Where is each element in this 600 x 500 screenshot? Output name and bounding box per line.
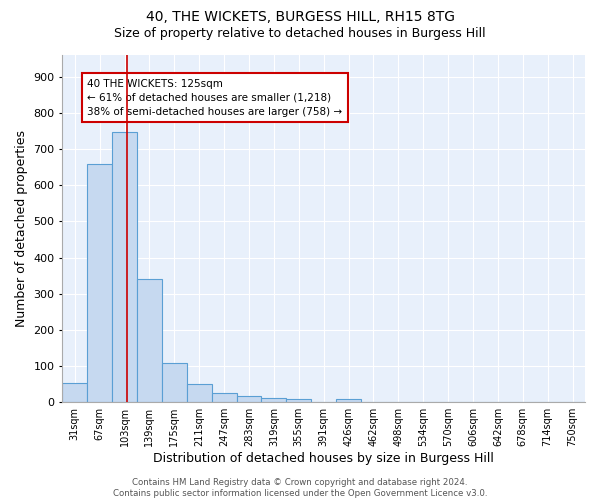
Bar	[87, 164, 112, 402]
Y-axis label: Number of detached properties: Number of detached properties	[15, 130, 28, 327]
X-axis label: Distribution of detached houses by size in Burgess Hill: Distribution of detached houses by size …	[153, 452, 494, 465]
Bar	[236, 396, 262, 402]
Bar	[162, 363, 187, 402]
Bar	[212, 393, 236, 402]
Bar	[137, 279, 162, 402]
Bar	[262, 398, 286, 402]
Bar	[286, 400, 311, 402]
Bar	[336, 398, 361, 402]
Bar	[62, 384, 87, 402]
Bar	[112, 132, 137, 402]
Text: Contains HM Land Registry data © Crown copyright and database right 2024.
Contai: Contains HM Land Registry data © Crown c…	[113, 478, 487, 498]
Text: 40 THE WICKETS: 125sqm
← 61% of detached houses are smaller (1,218)
38% of semi-: 40 THE WICKETS: 125sqm ← 61% of detached…	[87, 78, 343, 116]
Text: Size of property relative to detached houses in Burgess Hill: Size of property relative to detached ho…	[114, 28, 486, 40]
Bar	[187, 384, 212, 402]
Text: 40, THE WICKETS, BURGESS HILL, RH15 8TG: 40, THE WICKETS, BURGESS HILL, RH15 8TG	[146, 10, 455, 24]
